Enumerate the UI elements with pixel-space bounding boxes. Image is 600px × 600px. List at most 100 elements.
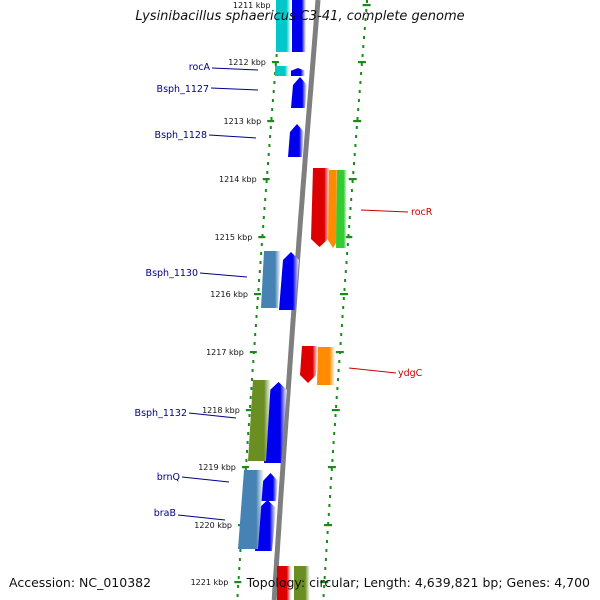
guide-dot-right [365,9,368,12]
tick-mark-right [340,293,348,296]
guide-dot-right [366,0,368,3]
guide-dot-right [322,594,325,597]
guide-dot-right [339,342,342,345]
guide-dot-left [271,108,274,111]
guide-dot-right [323,576,326,579]
tick-mark-right [362,4,371,7]
guide-dot-right [350,189,353,192]
guide-dot-right [344,279,347,282]
tick-mark-left [249,351,257,354]
gene-label-leader [177,514,226,521]
gene-label-leader [210,87,259,91]
guide-dot-left [252,360,255,363]
guide-dot-left [251,378,253,381]
guide-dot-right [356,117,359,120]
tick-mark-left [271,61,279,64]
guide-dot-right [326,540,328,543]
guide-dot-right [330,468,333,471]
guide-dot-left [267,162,269,165]
gene-label-ydgc: ydgC [398,368,423,379]
guide-dot-right [325,549,328,552]
guide-dot-left [236,594,239,597]
guide-dot-left [244,468,247,471]
guide-dot-right [340,324,343,327]
guide-dot-right [350,198,353,201]
gene-label-leader [360,209,409,213]
gene-green-1 [336,170,347,248]
guide-dot-left [239,549,242,552]
guide-dot-left [238,558,241,561]
guide-dot-right [347,234,350,237]
gene-label-leader [348,367,397,374]
guide-dot-right [348,216,351,219]
gene-cyan-1 [276,0,291,52]
guide-dot-left [254,324,257,327]
guide-dot-left [272,90,275,93]
tick-label: 1213 kbp [223,117,261,126]
guide-dot-left [261,234,264,237]
gene-cyan-2 [275,66,289,76]
guide-dot-right [329,495,331,498]
tick-mark-right [335,351,344,354]
guide-dot-right [357,99,360,102]
gene-red-bottom [277,566,291,600]
tick-label: 1217 kbp [206,348,244,357]
guide-dot-right [334,414,337,417]
guide-dot-left [245,459,248,462]
gene-label-leader [188,412,237,419]
tick-mark-right [353,120,362,123]
tick-mark-right [357,61,366,64]
gene-olive-bottom [294,566,310,600]
guide-dot-left [256,306,259,309]
gene-label-brnq: brnQ [157,472,180,483]
tick-label: 1219 kbp [198,463,236,472]
guide-dot-right [353,162,355,165]
guide-dot-right [357,108,360,111]
guide-dot-left [271,99,274,102]
guide-dot-left [258,279,261,282]
guide-dot-right [360,63,363,66]
guide-dot-left [270,117,273,120]
gene-arrow-bsph-1128 [288,124,304,157]
guide-dot-left [251,369,254,372]
guide-dot-left [249,405,252,408]
guide-dot-left [258,270,261,273]
tick-mark-right [331,409,340,412]
tick-label: 1220 kbp [194,521,232,530]
guide-dot-right [342,306,345,309]
gene-arrow-rocR [311,168,330,247]
guide-dot-left [248,414,251,417]
guide-dot-left [246,441,249,444]
tick-mark-left [245,409,253,412]
guide-dot-left [247,423,250,426]
gene-arrow-blue [292,0,306,52]
guide-dot-left [269,126,272,129]
tick-mark-right [327,466,336,469]
tick-mark-right [344,236,353,239]
guide-dot-right [337,378,339,381]
map-title: Lysinibacillus sphaericus C3-41, complet… [135,9,465,24]
gene-label-leader [208,134,257,139]
tick-mark-left [254,293,261,296]
gene-arrow-ydgC [300,346,318,383]
gene-label-bsph-1130: Bsph_1130 [146,268,198,279]
tick-label: 1218 kbp [202,406,240,415]
tick-mark-right [348,178,357,181]
guide-dot-right [354,144,357,147]
tick-mark-left [267,120,275,123]
guide-dot-left [274,63,277,66]
guide-dot-right [336,387,339,390]
guide-dot-right [335,405,338,408]
accession-label: Accession: NC_010382 [9,575,152,590]
gene-label-bsph-1132: Bsph_1132 [135,408,187,419]
guide-dot-right [340,333,343,336]
guide-dot-right [346,243,349,246]
guide-dot-right [328,504,331,507]
gene-arrow-bsph-1132 [264,382,287,463]
guide-dot-left [254,333,257,336]
guide-dot-right [358,90,361,93]
guide-dot-left [237,576,240,579]
guide-dot-right [343,288,346,291]
